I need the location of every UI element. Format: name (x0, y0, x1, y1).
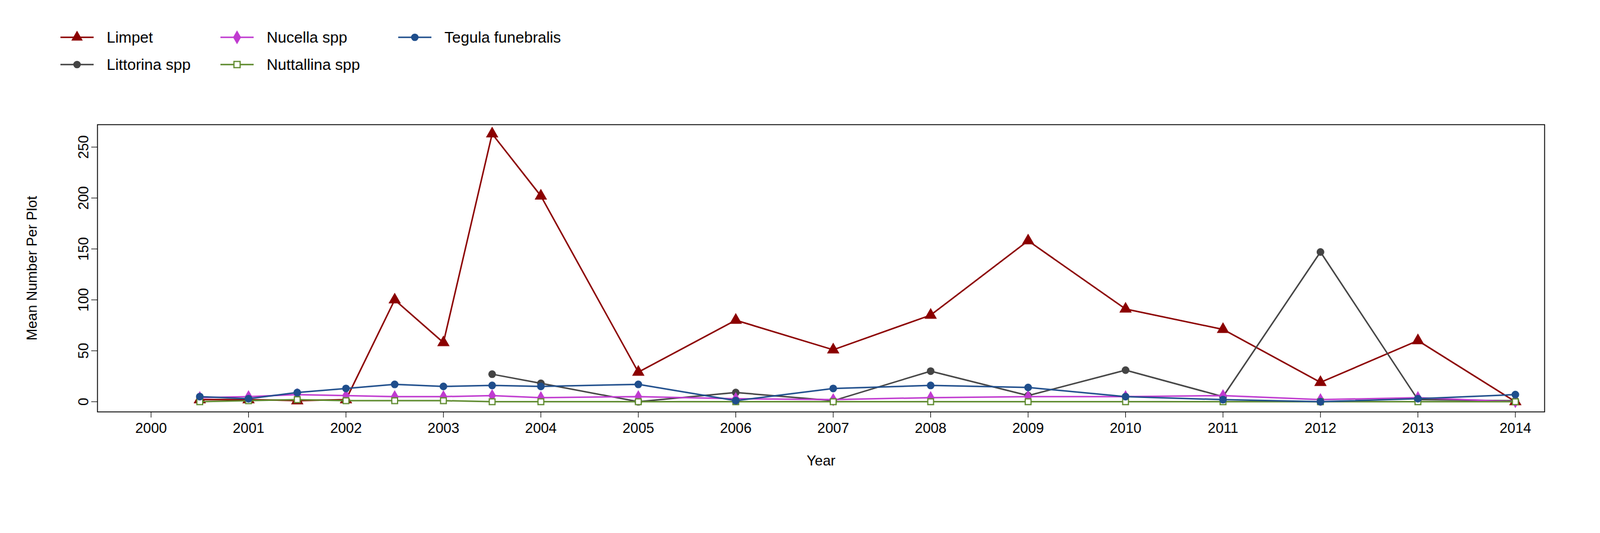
svg-text:2006: 2006 (720, 420, 752, 437)
svg-text:250: 250 (75, 135, 92, 159)
svg-text:2013: 2013 (1402, 420, 1434, 437)
svg-text:2008: 2008 (914, 420, 947, 437)
svg-text:2011: 2011 (1207, 420, 1239, 437)
svg-text:Mean Number Per Plot: Mean Number Per Plot (23, 196, 40, 341)
svg-text:2010: 2010 (1109, 420, 1142, 437)
svg-text:0: 0 (75, 398, 92, 406)
svg-text:50: 50 (75, 343, 92, 360)
svg-text:2002: 2002 (330, 420, 362, 437)
html-text:Tegula funebralis: Tegula funebralis (444, 28, 561, 46)
html-text:Nuttallina spp: Nuttallina spp (266, 55, 360, 74)
svg-text:2014: 2014 (1499, 420, 1531, 437)
svg-text:2000: 2000 (135, 420, 167, 437)
svg-text:100: 100 (75, 288, 92, 312)
svg-text:2004: 2004 (525, 420, 557, 437)
svg-text:2007: 2007 (817, 420, 849, 437)
svg-text:Year: Year (806, 452, 836, 469)
svg-text:2001: 2001 (232, 420, 265, 437)
html-text:Limpet: Limpet (106, 28, 153, 46)
svg-text:200: 200 (75, 186, 92, 210)
svg-text:2005: 2005 (622, 420, 654, 437)
svg-text:2003: 2003 (427, 420, 460, 437)
svg-text:150: 150 (75, 237, 92, 261)
svg-text:2009: 2009 (1012, 420, 1044, 437)
html-text:Littorina spp: Littorina spp (106, 55, 191, 74)
html-text:Nucella spp: Nucella spp (266, 28, 348, 46)
svg-text:2012: 2012 (1304, 420, 1337, 437)
